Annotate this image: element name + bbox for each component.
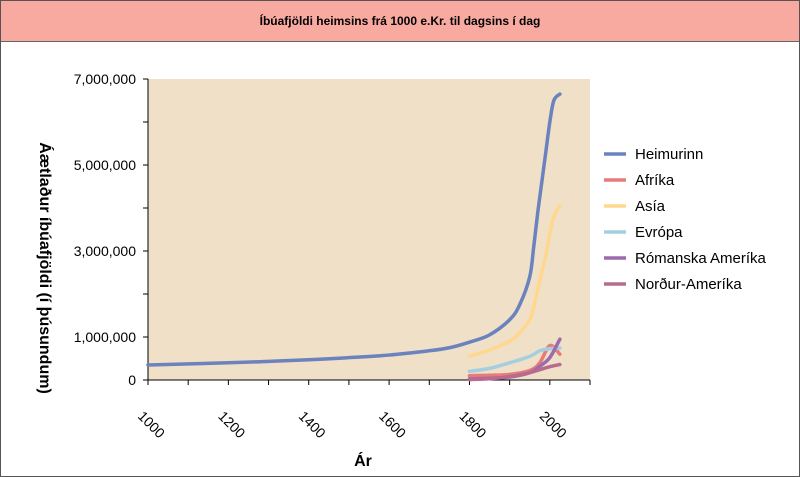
legend-label: Evrópa [635,224,683,241]
x-tick-label: 1400 [296,408,329,441]
legend: Heimurinn Afríka Asía Evrópa Rómanska Amerík… [604,146,767,293]
x-tick-label: 1800 [456,408,489,441]
chart-title: Íbúafjöldi heimsins frá 1000 e.Kr. til d… [259,14,541,28]
series-line-3 [467,346,562,374]
series-lines [146,92,562,382]
series-line-1 [467,343,562,378]
series-line-0 [146,92,562,367]
series-line-5 [467,362,562,382]
y-tick-label: 5,000,000 [74,157,136,173]
x-tick-label: 1000 [135,408,168,441]
x-tick-label: 2000 [537,408,570,441]
y-axis-ticks: 7,000,000 5,000,000 3,000,000 1,000,000 0 [74,71,148,388]
y-tick-label: 7,000,000 [74,71,136,87]
y-tick-label: 0 [128,372,136,388]
y-tick-label: 3,000,000 [74,243,136,259]
y-axis-title: Áætlaður íbúafjöldi (í þúsundum) [36,142,55,394]
x-tick-label: 1600 [376,408,409,441]
legend-label: Asía [635,198,666,215]
legend-label: Afríka [635,172,675,189]
x-axis-title: Ár [354,451,372,470]
x-tick-label: 1200 [215,408,248,441]
legend-label: Heimurinn [635,146,703,163]
y-tick-label: 1,000,000 [74,329,136,345]
plot-area [148,79,590,380]
legend-label: Rómanska Ameríka [635,250,767,267]
chart-title-bar: Íbúafjöldi heimsins frá 1000 e.Kr. til d… [1,1,799,42]
x-axis-ticks: 1000 1200 1400 1600 1800 2000 [135,380,591,441]
series-line-2 [467,204,562,359]
legend-label: Norður-Ameríka [635,276,742,293]
